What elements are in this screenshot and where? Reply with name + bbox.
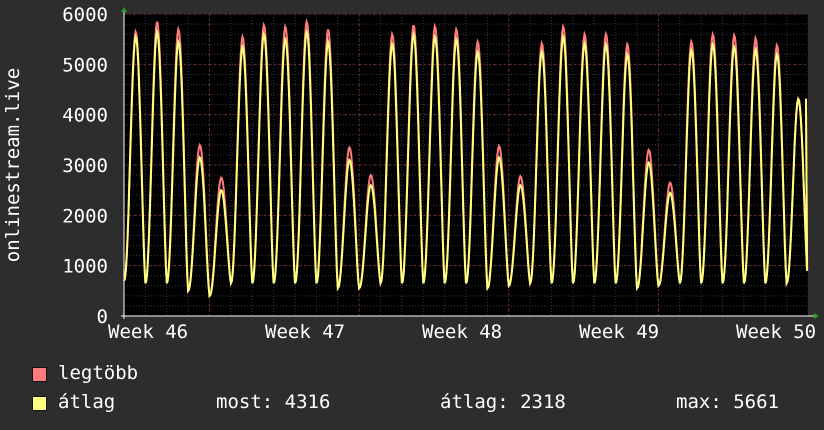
x-tick-label: Week 50 (736, 321, 816, 343)
legend-swatch-max (32, 367, 47, 382)
x-tick-label: Week 46 (108, 321, 188, 343)
line-atlag (123, 27, 809, 299)
y-tick-label: 3000 (62, 155, 108, 177)
chart-labels: 0 1000 2000 3000 4000 5000 6000 Week 46 Week 47 W… (2, 4, 816, 343)
y-tick-label: 6000 (62, 4, 108, 26)
legend-swatch-avg (32, 396, 47, 411)
y-tick-label: 4000 (62, 105, 108, 127)
series-atlag (123, 27, 809, 299)
x-tick-label: Week 48 (422, 321, 502, 343)
x-tick-label: Week 49 (579, 321, 659, 343)
stat-avg: átlag: 2318 (440, 391, 566, 413)
x-axis-arrow (814, 313, 819, 319)
y-tick-label: 5000 (62, 54, 108, 76)
x-tick-label: Week 47 (265, 321, 345, 343)
stat-now: most: 4316 (216, 391, 331, 413)
y-tick-label: 2000 (62, 205, 108, 227)
y-tick-label: 0 (97, 306, 108, 328)
y-tick-label: 1000 (62, 256, 108, 278)
chart-axes (121, 7, 819, 319)
legend-label-avg: átlag (58, 391, 116, 413)
y-axis-title: onlinestream.live (2, 68, 24, 262)
stat-max: max: 5661 (676, 391, 779, 413)
y-axis-arrow (121, 7, 127, 12)
traffic-chart: 0 1000 2000 3000 4000 5000 6000 Week 46 Week 47 W… (2, 4, 819, 343)
legend-label-max: legtöbb (58, 362, 139, 384)
